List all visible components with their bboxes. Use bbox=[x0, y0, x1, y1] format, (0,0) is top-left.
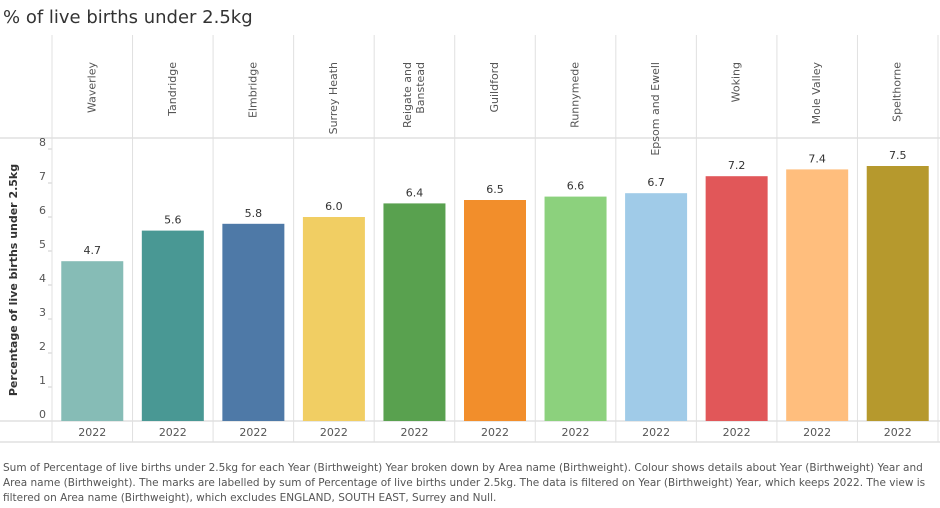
column-header: Waverley bbox=[85, 62, 98, 114]
column-header: Woking bbox=[730, 62, 743, 102]
bar bbox=[625, 193, 688, 421]
value-label: 6.4 bbox=[406, 186, 424, 199]
y-tick-label: 5 bbox=[39, 238, 46, 251]
x-tick-label: 2022 bbox=[723, 426, 751, 439]
value-label: 6.7 bbox=[647, 176, 665, 189]
bar bbox=[705, 176, 768, 421]
bar bbox=[141, 230, 204, 421]
value-label: 5.8 bbox=[245, 207, 263, 220]
value-label: 4.7 bbox=[84, 244, 102, 257]
y-tick-label: 6 bbox=[39, 204, 46, 217]
x-tick-label: 2022 bbox=[400, 426, 428, 439]
x-tick-label: 2022 bbox=[562, 426, 590, 439]
column-header: Epsom and Ewell bbox=[649, 62, 662, 156]
y-tick-label: 1 bbox=[39, 374, 46, 387]
column-header: Mole Valley bbox=[810, 62, 823, 125]
caption: Sum of Percentage of live births under 2… bbox=[3, 462, 926, 504]
value-label: 6.0 bbox=[325, 200, 343, 213]
x-tick-label: 2022 bbox=[78, 426, 106, 439]
value-label: 6.5 bbox=[486, 183, 504, 196]
y-tick-label: 7 bbox=[39, 170, 46, 183]
bar bbox=[544, 196, 607, 421]
y-tick-label: 8 bbox=[39, 136, 46, 149]
value-label: 7.5 bbox=[889, 149, 907, 162]
bar bbox=[61, 261, 124, 421]
chart-title: % of live births under 2.5kg bbox=[3, 7, 253, 28]
column-header: Tandridge bbox=[166, 62, 179, 117]
column-header: Spelthorne bbox=[891, 62, 904, 122]
y-tick-label: 4 bbox=[39, 272, 46, 285]
value-label: 7.4 bbox=[808, 152, 826, 165]
y-tick-label: 0 bbox=[39, 408, 46, 421]
column-header: Reigate and Banstead bbox=[401, 62, 427, 128]
value-label: 7.2 bbox=[728, 159, 746, 172]
y-tick-label: 3 bbox=[39, 306, 46, 319]
value-label: 6.6 bbox=[567, 180, 585, 193]
bar bbox=[302, 217, 365, 421]
bar bbox=[786, 169, 849, 421]
y-axis-label: Percentage of live births under 2.5kg bbox=[7, 164, 20, 396]
x-tick-label: 2022 bbox=[803, 426, 831, 439]
chart: % of live births under 2.5kg Percentage … bbox=[0, 7, 940, 443]
column-header: Guildford bbox=[488, 62, 501, 113]
column-header: Surrey Heath bbox=[327, 62, 340, 134]
value-label: 5.6 bbox=[164, 214, 182, 227]
column-header: Runnymede bbox=[569, 62, 582, 128]
x-tick-label: 2022 bbox=[642, 426, 670, 439]
x-tick-label: 2022 bbox=[320, 426, 348, 439]
bar bbox=[222, 223, 285, 421]
y-tick-label: 2 bbox=[39, 340, 46, 353]
x-tick-label: 2022 bbox=[159, 426, 187, 439]
x-tick-label: 2022 bbox=[239, 426, 267, 439]
bar bbox=[464, 200, 526, 421]
bar bbox=[383, 203, 446, 421]
x-tick-label: 2022 bbox=[884, 426, 912, 439]
x-tick-label: 2022 bbox=[481, 426, 509, 439]
column-header: Elmbridge bbox=[246, 62, 259, 118]
bar bbox=[866, 166, 929, 421]
